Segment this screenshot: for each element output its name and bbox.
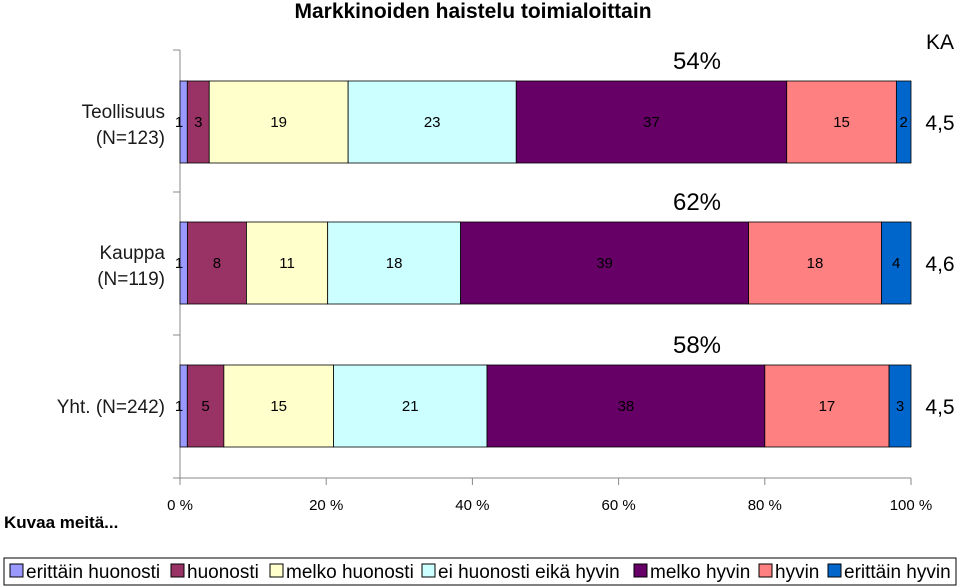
legend-label: hyvin	[775, 562, 819, 583]
bar-value-label: 18	[386, 255, 403, 272]
legend: erittäin huonosti huonosti melko huonosti e…	[3, 557, 957, 586]
x-tick-label: 60 %	[601, 497, 635, 514]
bar-segment	[327, 221, 461, 305]
bar-segment	[895, 80, 912, 164]
ka-value: 4,5	[925, 396, 954, 419]
legend-swatch	[9, 563, 24, 578]
bar-value-label: 8	[213, 255, 221, 272]
bar-value-label: 3	[194, 114, 202, 131]
chart-title: Markkinoiden haistelu toimialoittain	[294, 0, 651, 23]
bar-value-label: 2	[900, 114, 908, 131]
bar-segment	[888, 364, 912, 448]
category-label: (N=123)	[96, 128, 165, 149]
bar-value-label: 1	[175, 398, 183, 415]
legend-frame	[3, 557, 957, 586]
bar-value-label: 5	[201, 398, 209, 415]
legend-label: erittäin hyvin	[844, 562, 951, 583]
bar-value-label: 3	[896, 398, 904, 415]
bar-value-label: 15	[833, 114, 850, 131]
x-tick-label: 0 %	[167, 497, 193, 514]
category-label: Kauppa	[99, 243, 165, 264]
category-label: Yht. (N=242)	[57, 397, 165, 418]
bar-segment	[460, 221, 749, 305]
positive-share-label: 58%	[673, 332, 721, 359]
legend-swatch	[827, 563, 842, 578]
bar-value-label: 38	[618, 398, 635, 415]
x-tick-label: 40 %	[455, 497, 489, 514]
legend-swatch	[421, 563, 436, 578]
x-tick-label: 100 %	[890, 497, 933, 514]
bar-value-label: 15	[270, 398, 287, 415]
bar-segment	[246, 221, 329, 305]
legend-label: huonosti	[187, 562, 259, 583]
legend-swatch	[269, 563, 284, 578]
ka-value: 4,6	[925, 253, 954, 276]
bar-segment	[333, 364, 488, 448]
legend-label: erittäin huonosti	[26, 562, 160, 583]
bar-value-label: 4	[892, 255, 900, 272]
bar-segment	[186, 221, 247, 305]
kuvaa-label: Kuvaa meitä...	[4, 513, 118, 532]
bar-value-label: 1	[175, 114, 183, 131]
legend-swatch	[758, 563, 773, 578]
bar-segment	[748, 221, 882, 305]
legend-swatch	[633, 563, 648, 578]
legend-label: ei huonosti eikä hyvin	[438, 562, 620, 583]
bar-value-label: 19	[270, 114, 287, 131]
bar-segment	[486, 364, 766, 448]
bar-value-label: 11	[279, 255, 295, 272]
legend-label: melko huonosti	[286, 562, 414, 583]
category-label: Teollisuus	[82, 102, 165, 123]
ka-value: 4,5	[925, 112, 954, 135]
bar-value-label: 39	[596, 255, 613, 272]
x-tick-label: 80 %	[748, 497, 782, 514]
positive-share-label: 54%	[673, 48, 721, 75]
bar-value-label: 18	[807, 255, 824, 272]
bar-segment	[881, 221, 912, 305]
bar-segment	[186, 364, 225, 448]
x-tick-label: 20 %	[309, 497, 343, 514]
bar-segment	[764, 364, 890, 448]
bar-value-label: 1	[175, 255, 183, 272]
bar-value-label: 21	[402, 398, 419, 415]
positive-share-label: 62%	[673, 189, 721, 216]
legend-label: melko hyvin	[650, 562, 750, 583]
bar-segment	[223, 364, 334, 448]
category-label: (N=119)	[97, 269, 165, 290]
bar-value-label: 37	[643, 114, 660, 131]
ka-header: KA	[926, 31, 954, 54]
plot-area: 0 % 20 % 40 % 60 % 80 % 100 %1 3 19 23 37 15 2Teoll…	[57, 48, 955, 514]
bar-value-label: 17	[819, 398, 836, 415]
legend-swatch	[170, 563, 185, 578]
bar-value-label: 23	[424, 114, 441, 131]
bar-segment	[208, 80, 349, 164]
bar-segment	[786, 80, 897, 164]
